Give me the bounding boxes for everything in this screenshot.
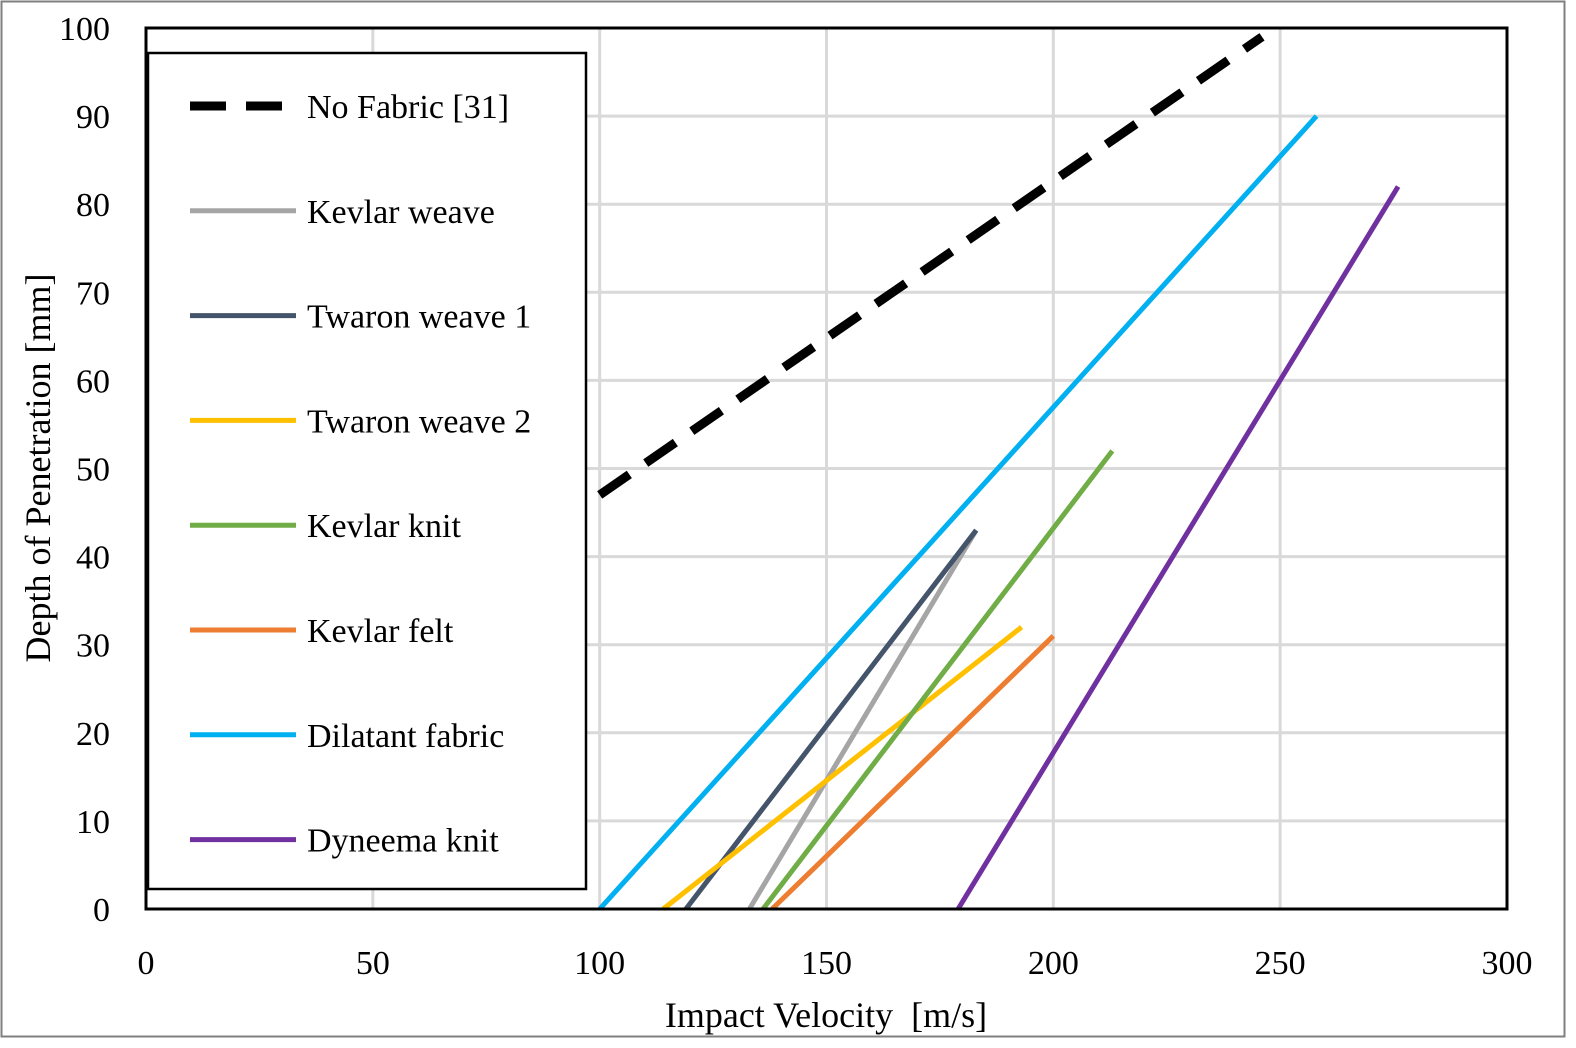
y-tick-label: 30 [76,628,110,665]
y-tick-label: 40 [76,540,110,577]
legend-label-twaron-weave-1: Twaron weave 1 [307,299,531,336]
legend-label-kevlar-weave: Kevlar weave [307,194,495,231]
series-line-kevlar-knit [761,449,1115,911]
x-tick-label: 150 [801,945,852,982]
x-tick-label: 300 [1482,945,1533,982]
y-tick-label: 0 [93,892,110,929]
legend-label-kevlar-knit: Kevlar knit [307,508,461,545]
y-tick-label: 90 [76,99,110,136]
y-tick-label: 80 [76,187,110,224]
tick-layer: 0 50 100 150 200 250 300 0 10 20 30 40 50 60 70 80 90 100 [59,11,1533,982]
x-tick-label: 250 [1255,945,1306,982]
legend-box [146,51,588,891]
plot-area-frame [144,26,1509,911]
x-axis-title: Impact Velocity [m/s] [665,995,987,1035]
y-tick-label: 60 [76,363,110,400]
series-layer [597,33,1401,911]
legend-label-twaron-weave-2: Twaron weave 2 [307,403,531,440]
y-tick-label: 70 [76,275,110,312]
series-line-kevlar-felt [770,634,1056,911]
legend-label-dyneema-knit: Dyneema knit [307,823,499,860]
legend-label-kevlar-felt: Kevlar felt [307,613,454,650]
y-tick-label: 10 [76,804,110,841]
series-line-twaron-weave-1 [683,528,979,911]
y-tick-label: 20 [76,716,110,753]
y-tick-label: 100 [59,11,110,48]
x-tick-label: 50 [356,945,390,982]
legend: No Fabric [31] Kevlar weave Twaron weave 1… [146,51,588,891]
y-axis-title: Depth of Penetration [mm] [18,274,58,663]
legend-label-no-fabric-31: No Fabric [31] [307,89,509,126]
legend-label-dilatant-fabric: Dilatant fabric [307,718,504,755]
x-tick-label: 100 [574,945,625,982]
series-line-kevlar-weave [747,528,979,911]
series-line-dilatant-fabric [597,114,1319,911]
series-line-twaron-weave-2 [661,625,1024,911]
x-tick-label: 200 [1028,945,1079,982]
x-tick-label: 0 [138,945,155,982]
series-line-no-fabric-31 [597,33,1265,499]
series-line-dyneema-knit [955,185,1401,911]
y-tick-label: 50 [76,452,110,489]
